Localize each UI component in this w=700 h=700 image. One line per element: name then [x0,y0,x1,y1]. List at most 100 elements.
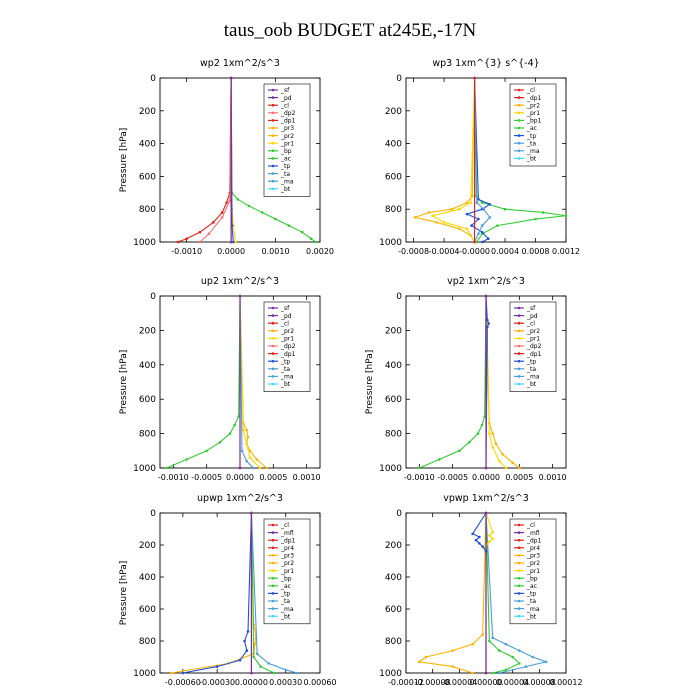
legend-entry: _tp [280,163,290,170]
y-tick-label: 400 [385,573,402,583]
data-point [503,207,507,211]
data-point [480,201,484,204]
data-point [504,466,508,470]
data-point [518,662,521,665]
data-point [473,76,476,80]
y-tick-label: 0 [396,509,402,519]
legend-marker [517,607,521,610]
legend-marker [517,119,521,122]
legend-entry: _tp [526,591,536,598]
data-point [541,211,545,214]
legend-entry: _bt [526,613,537,620]
y-tick-label: 400 [385,140,402,150]
data-point [242,428,245,432]
data-point [258,466,262,470]
legend-marker [271,576,275,580]
data-point [491,671,494,675]
data-point [228,432,232,435]
data-point [480,240,484,244]
legend-entry: _bt [280,613,291,620]
legend-entry: _bt [280,186,291,193]
data-point [458,207,461,211]
legend-marker [271,111,275,115]
legend-entry: _dp2 [280,343,296,350]
data-point [229,76,233,80]
data-point [232,240,235,244]
y-tick-label: 400 [139,361,156,371]
data-point [498,459,501,463]
legend-frame [509,518,557,625]
legend-marker [517,375,521,378]
x-tick-label: -0.0000 [459,247,490,256]
data-point [176,240,180,244]
data-point [207,232,211,236]
legend-entry: _pr3 [280,553,294,560]
legend-marker [271,187,275,191]
data-point [486,325,489,329]
legend-entry: _dp1 [526,95,542,102]
panel-3: up2 1xm^2/s^3 Pressure [hPa] 0 200 400 600 800… [119,276,321,482]
x-tick-label: -0.0008 [398,247,429,256]
data-point [476,432,480,435]
data-point [471,532,474,536]
y-tick-label: 600 [385,395,402,405]
data-point [491,446,494,449]
data-point [488,432,491,435]
legend-marker [271,164,275,168]
x-tick-label: 0.0010 [539,473,567,482]
y-tick-label: 800 [139,205,156,215]
legend-entry: _tp [526,358,536,365]
data-point [477,232,480,236]
data-point [240,449,244,453]
legend-entry: _tp [280,358,290,365]
data-point [245,428,248,432]
data-point [255,458,258,461]
data-point [185,458,188,461]
legend-entry: _mfl [280,530,294,537]
legend-entry: _pd [526,313,538,320]
legend-entry: _cl [526,320,535,327]
x-tick-label: 0.0000 [217,247,245,256]
legend-entry: _pd [280,313,292,320]
plot-frame [159,77,321,243]
data-point [484,466,488,470]
data-point [413,216,417,219]
legend-marker [271,344,275,348]
legend-entry: _bp [280,575,292,582]
legend-marker [517,382,521,386]
data-point [255,652,259,656]
data-point [295,671,299,675]
data-point [477,217,480,221]
series-line-ta [485,512,548,674]
legend-entry: _cl [526,87,535,94]
panel-title: wp3 1xm^{3} s^{-4} [432,58,539,69]
legend-marker [271,538,275,542]
data-point [442,221,446,224]
legend-entry: _sf [280,87,290,94]
legend-entry: _pr4 [526,545,540,552]
data-point [491,537,494,540]
y-axis-label: Pressure [hPa] [365,350,375,415]
y-tick-label: 0 [150,509,156,519]
data-point [486,237,490,241]
x-tick-label: 0.0005 [259,473,287,482]
x-tick-label: 0.00008 [523,678,556,687]
plot-frame [159,512,321,674]
y-tick-label: 600 [139,395,156,405]
data-point [488,540,491,544]
legend-marker [517,88,521,92]
y-tick-label: 800 [385,430,402,440]
legend-marker [271,375,275,378]
data-point [518,649,521,652]
legend-entry: _bp [280,148,292,155]
data-point [438,458,441,461]
legend-entry: _bp1 [526,118,542,125]
data-point [480,423,484,427]
data-point [531,655,534,659]
x-tick-label: -0.00012 [388,678,424,687]
legend-marker [517,149,521,153]
series-line-dp2 [199,77,232,243]
data-point [451,649,454,652]
legend-marker [517,584,521,588]
x-tick-label: 0.0005 [505,473,533,482]
